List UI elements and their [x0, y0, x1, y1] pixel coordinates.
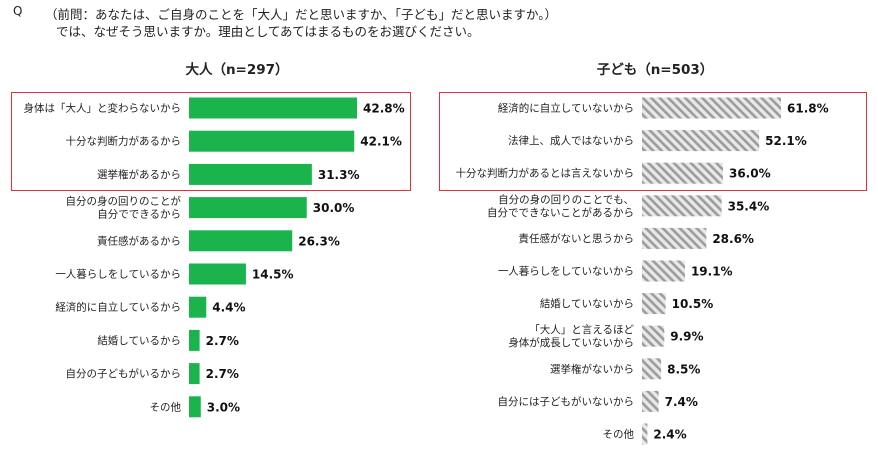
- child-bar-3: [642, 162, 723, 184]
- child-category-label-8-line-1: 「大人」と言えるほど: [529, 323, 634, 336]
- child-category-label-6: 一人暮らしをしていないから: [498, 265, 634, 278]
- adult-value-label-1: 42.8%: [363, 102, 405, 116]
- adult-chart-title: 大人（n=297）: [185, 62, 289, 78]
- child-value-label-8: 9.9%: [670, 330, 703, 344]
- child-category-label-11: その他: [603, 428, 635, 441]
- adult-bar-3: [189, 163, 312, 185]
- child-top3-highlight-box: [439, 92, 867, 191]
- child-value-label-3: 36.0%: [729, 167, 771, 181]
- adult-category-label-8: 結婚しているから: [97, 334, 181, 347]
- child-value-label-1: 61.8%: [787, 102, 829, 116]
- child-bar-chart: 61.8% 経済的に自立していないから 52.1% 法律上、成人ではないから 36.0%…: [456, 97, 829, 445]
- child-category-label-4-line-2: 自分でできないことがあるから: [487, 206, 634, 219]
- adult-category-label-2: 十分な判断力があるから: [66, 135, 182, 148]
- adult-value-label-3: 31.3%: [318, 168, 360, 182]
- adult-top3-highlight-box: [11, 92, 411, 191]
- adult-value-label-6: 14.5%: [252, 268, 294, 282]
- adult-value-label-9: 2.7%: [206, 367, 239, 381]
- child-category-label-9: 選挙権がないから: [550, 362, 634, 375]
- question-mark: Q: [13, 4, 23, 18]
- child-category-label-1: 経済的に自立していないから: [498, 102, 634, 115]
- child-bar-2: [642, 130, 760, 152]
- child-category-label-3: 十分な判断力があるとは言えないから: [456, 167, 635, 180]
- child-value-label-2: 52.1%: [765, 134, 807, 148]
- adult-category-label-4-line-1: 自分の身の回りのことが: [66, 195, 182, 208]
- child-bar-1: [642, 97, 781, 119]
- adult-value-label-10: 3.0%: [207, 400, 240, 414]
- adult-category-label-9: 自分の子どもがいるから: [66, 367, 182, 380]
- child-value-label-10: 7.4%: [665, 395, 698, 409]
- child-bar-5: [642, 227, 707, 249]
- child-bar-10: [642, 390, 659, 412]
- adult-bar-9: [189, 363, 200, 385]
- child-value-label-5: 28.6%: [712, 232, 754, 246]
- adult-value-label-4: 30.0%: [313, 201, 355, 215]
- child-value-label-6: 19.1%: [691, 265, 733, 279]
- adult-bar-chart: 42.8% 身体は「大人」と変わらないから 42.1% 十分な判断力があるから 31.3…: [24, 97, 405, 418]
- child-value-label-4: 35.4%: [728, 199, 770, 213]
- adult-bar-2: [189, 130, 355, 152]
- adult-value-label-8: 2.7%: [206, 334, 239, 348]
- adult-bar-8: [189, 329, 200, 351]
- adult-bar-4: [189, 197, 307, 219]
- child-value-label-11: 2.4%: [653, 428, 686, 442]
- adult-bar-6: [189, 263, 246, 285]
- adult-category-label-6: 一人暮らしをしているから: [55, 268, 181, 281]
- adult-category-label-1: 身体は「大人」と変わらないから: [24, 102, 182, 115]
- child-chart-title: 子ども（n=503）: [596, 62, 714, 78]
- adult-bar-5: [189, 230, 293, 252]
- adult-bar-1: [189, 97, 357, 119]
- child-category-label-4-line-1: 自分の身の回りのことでも、: [498, 193, 634, 206]
- adult-category-label-4-line-2: 自分でできるから: [97, 208, 181, 221]
- child-value-label-9: 8.5%: [667, 362, 700, 376]
- adult-value-label-2: 42.1%: [360, 135, 402, 149]
- adult-category-label-5: 責任感があるから: [97, 234, 181, 247]
- child-bar-6: [642, 260, 685, 282]
- child-bar-9: [642, 358, 662, 380]
- adult-bar-7: [189, 296, 207, 318]
- adult-category-label-10: その他: [150, 400, 182, 413]
- child-category-label-2: 法律上、成人ではないから: [508, 134, 634, 147]
- adult-category-label-3: 選挙権があるから: [97, 168, 181, 181]
- child-bar-4: [642, 195, 722, 217]
- adult-category-label-7: 経済的に自立しているから: [55, 301, 181, 314]
- child-category-label-7: 結婚していないから: [540, 297, 634, 310]
- child-bar-7: [642, 293, 666, 315]
- child-category-label-10: 自分には子どもがいないから: [498, 395, 635, 408]
- child-bar-8: [642, 325, 665, 347]
- question-text-line1: （前問：あなたは、ご自身のことを「大人」だと思いますか、「子ども」だと思いますか…: [45, 7, 558, 22]
- child-bar-11: [642, 423, 648, 445]
- child-value-label-7: 10.5%: [672, 297, 714, 311]
- adult-value-label-7: 4.4%: [212, 301, 245, 315]
- child-category-label-8-line-2: 身体が成長していないから: [508, 336, 634, 349]
- child-category-label-5: 責任感がないと思うから: [519, 232, 635, 245]
- adult-bar-10: [189, 396, 201, 418]
- adult-value-label-5: 26.3%: [298, 234, 340, 248]
- question-text-line2: では、なぜそう思いますか。理由としてあてはまるものをお選びください。: [56, 24, 480, 39]
